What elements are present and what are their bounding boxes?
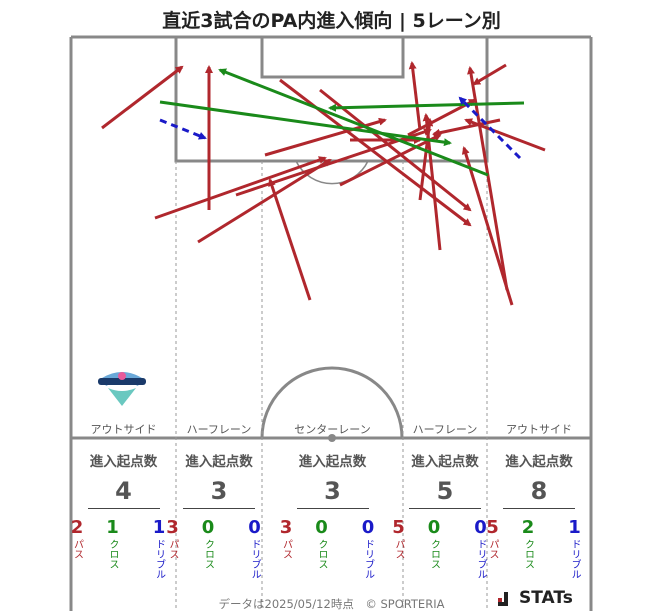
cross-label: クロス [428, 539, 440, 569]
dribble-label: ドリブル [475, 539, 486, 579]
pass-label: パス [487, 539, 498, 559]
cross-label: クロス [202, 539, 214, 569]
lane-label-left-outside: アウトサイド [90, 423, 157, 436]
entry-count-total: 8 [530, 477, 548, 505]
data-timestamp: データは2025/05/12時点 © SPORTERIA [218, 597, 445, 611]
cross-count: 0 [427, 517, 441, 538]
pass-arrow [339, 133, 442, 187]
lane-stats-right-outside: 進入起点数 8 5 パス 2 クロス 1 ドリブル [486, 450, 591, 579]
entry-count-header: 進入起点数 [298, 454, 367, 470]
cross-count: 2 [521, 517, 535, 538]
cross-label: クロス [522, 539, 534, 569]
cross-arrow [328, 101, 525, 112]
entry-count-total: 3 [210, 477, 228, 505]
pass-count: 5 [486, 517, 499, 538]
pass-arrow [279, 78, 472, 227]
pass-count: 2 [70, 517, 84, 538]
stats-logo-icon [498, 592, 508, 606]
dribble-label: ドリブル [153, 539, 165, 579]
pass-arrow [319, 88, 472, 212]
dribble-count: 0 [248, 517, 261, 538]
dribble-arrow [159, 118, 207, 140]
dribble-count: 0 [474, 517, 487, 538]
dribble-label: ドリブル [249, 539, 260, 579]
cross-label: クロス [107, 539, 118, 569]
entry-count-header: 進入起点数 [411, 454, 479, 470]
dribble-label: ドリブル [569, 539, 580, 579]
pass-arrow [154, 156, 327, 220]
pass-arrow [432, 118, 501, 137]
entry-count-header: 進入起点数 [185, 454, 253, 470]
dribble-count: 1 [152, 517, 166, 538]
entry-count-total: 4 [115, 477, 132, 505]
pass-arrow [418, 118, 434, 201]
cross-count: 0 [201, 517, 215, 538]
pass-arrow [472, 63, 507, 86]
stats-brand: STATs [498, 588, 573, 608]
lane-label-right-outside: アウトサイド [506, 423, 572, 436]
entry-count-total: 5 [436, 477, 454, 505]
center-spot [328, 434, 336, 442]
dribble-arrow [458, 96, 522, 160]
pass-count: 5 [392, 517, 405, 538]
cross-count: 0 [315, 517, 328, 538]
pass-count: 3 [166, 517, 179, 538]
dribble-count: 1 [568, 517, 581, 538]
dribble-count: 0 [361, 517, 375, 538]
pass-arrow [268, 178, 312, 301]
brand-name: STATs [519, 588, 573, 608]
entry-arrows [101, 61, 546, 306]
cross-arrow [159, 100, 452, 147]
penalty-arc [295, 160, 369, 185]
lane-stats-left-half: 進入起点数 3 3 パス 0 クロス 0 ドリブル [166, 450, 262, 579]
pass-arrow [408, 61, 422, 131]
dribble-label: ドリブル [362, 539, 374, 579]
entry-count-total: 3 [324, 477, 341, 505]
chart-title: 直近3試合のPA内進入傾向 | 5レーン別 [162, 10, 501, 32]
pass-label: パス [71, 539, 83, 559]
club-logo [92, 364, 152, 413]
pass-label: パス [280, 539, 292, 559]
lane-stats-left-outside: 進入起点数 4 2 パス 1 クロス 1 ドリブル [71, 450, 176, 579]
pass-label: パス [167, 539, 178, 559]
entry-count-header: 進入起点数 [505, 454, 573, 470]
lane-stats-center: 進入起点数 3 3 パス 0 クロス 0 ドリブル [262, 450, 403, 579]
lane-label-left-half: ハーフレーン [186, 423, 252, 436]
cross-count: 1 [106, 517, 119, 538]
pass-arrow [197, 158, 332, 244]
lane-stats-right-half: 進入起点数 5 5 パス 0 クロス 0 ドリブル [392, 450, 487, 579]
entry-count-header: 進入起点数 [89, 454, 158, 470]
pass-arrow [101, 65, 184, 130]
pass-count: 3 [279, 517, 293, 538]
lane-label-right-half: ハーフレーン [412, 423, 478, 436]
lane-dividers [175, 161, 488, 611]
lane-label-center: センターレーン [294, 423, 371, 436]
cross-arrow [218, 68, 489, 177]
cross-label: クロス [316, 539, 327, 569]
pass-label: パス [393, 539, 404, 559]
